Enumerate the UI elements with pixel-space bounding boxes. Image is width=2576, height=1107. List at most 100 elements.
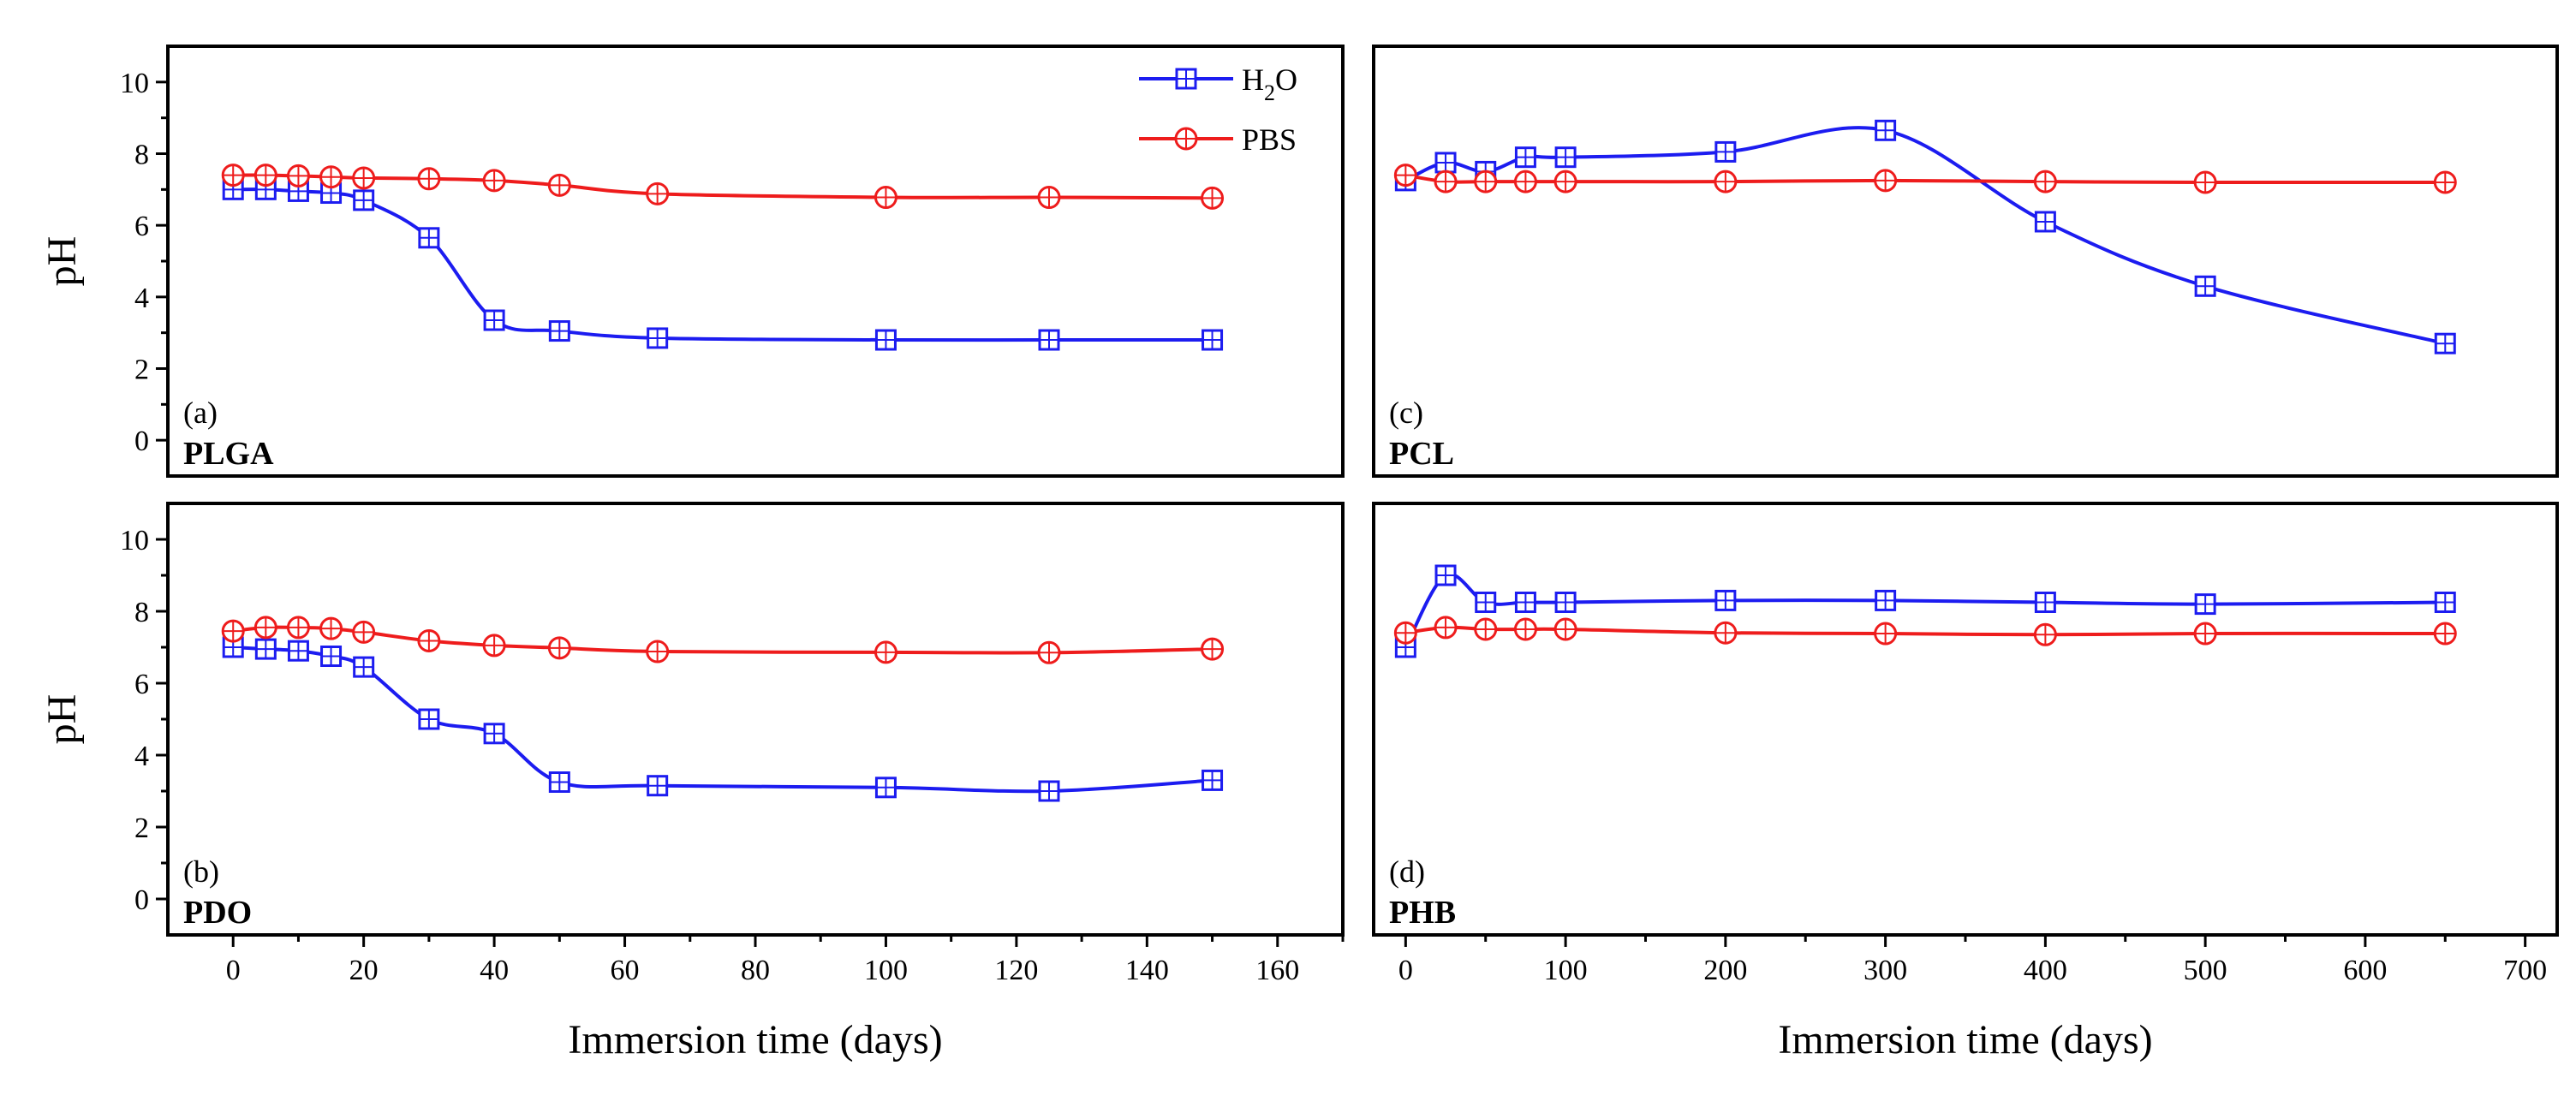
data-point (647, 775, 669, 797)
series-h2o (222, 636, 1224, 802)
legend-label-main: H (1242, 62, 1264, 97)
data-point (1514, 592, 1536, 613)
plot-frame (166, 45, 1345, 478)
series-line (233, 646, 1213, 794)
data-point (1434, 152, 1457, 174)
data-point (418, 227, 440, 249)
data-point (646, 182, 670, 205)
panel-material-name: PHB (1389, 895, 1456, 931)
data-point (1514, 146, 1536, 169)
legend-label-main: PBS (1242, 122, 1297, 157)
x-tick-label: 80 (741, 955, 770, 986)
data-point (1201, 186, 1225, 210)
data-point (221, 164, 245, 187)
data-point (1037, 186, 1061, 210)
series-pbs (221, 616, 1225, 664)
panel-material-name: PCL (1389, 436, 1454, 472)
legend-marker (1174, 127, 1198, 151)
data-point (320, 646, 343, 667)
data-point (1714, 140, 1737, 163)
panel-material-name: PDO (183, 895, 252, 931)
x-tick-label: 140 (1125, 955, 1169, 986)
data-point (1474, 617, 1498, 641)
series-line (233, 173, 1213, 200)
x-axis-title: Immersion time (days) (568, 1017, 942, 1062)
data-point (2034, 592, 2056, 613)
data-point (352, 166, 376, 190)
data-point (547, 636, 571, 660)
x-tick-label: 700 (2503, 955, 2547, 986)
data-point (1202, 329, 1224, 351)
x-axis-title: Immersion time (days) (1778, 1017, 2152, 1062)
data-point (418, 708, 440, 730)
series-h2o (1394, 119, 2456, 354)
legend: H2O PBS (1139, 62, 1297, 157)
x-tick-label: 100 (1544, 955, 1588, 986)
data-point (352, 620, 376, 644)
data-point (1554, 146, 1577, 169)
data-point (646, 640, 670, 664)
y-tick-label: 8 (134, 140, 149, 171)
y-tick-label: 2 (134, 812, 149, 844)
chart-panel-pcl: (c) PCL (1372, 45, 2559, 478)
y-tick-label: 0 (134, 884, 149, 916)
y-tick-label: 0 (134, 426, 149, 457)
data-point (253, 616, 277, 640)
series-pbs (1393, 616, 2457, 646)
data-point (1434, 170, 1458, 193)
data-point (1553, 617, 1577, 641)
data-point (1875, 589, 1897, 611)
x-tick-label: 500 (2184, 955, 2227, 986)
panel-letter: (c) (1389, 396, 1423, 430)
data-point (1513, 170, 1537, 193)
data-point (319, 165, 343, 189)
chart-panel-pdo: 0 2 4 6 8 10 pH 0 20 40 60 80 100 120 140 160 Immersion … (39, 502, 1345, 1062)
data-point (1714, 170, 1738, 193)
legend-label: PBS (1242, 122, 1297, 157)
data-point (1875, 119, 1897, 141)
data-point (483, 723, 505, 745)
data-point (874, 640, 897, 664)
data-point (1202, 769, 1224, 791)
data-point (221, 619, 245, 643)
data-point (1874, 622, 1898, 646)
data-point (1393, 621, 1417, 645)
plot-frame (1372, 45, 2559, 478)
data-point (874, 777, 897, 799)
y-tick-label: 6 (134, 211, 149, 242)
legend-label-subscript: 2 (1264, 80, 1275, 105)
data-point (874, 329, 897, 351)
data-point (1554, 592, 1577, 613)
data-point (1201, 637, 1225, 661)
x-tick-label: 200 (1703, 955, 1747, 986)
data-point (1553, 170, 1577, 193)
data-point (417, 628, 441, 652)
x-tick-label: 120 (994, 955, 1038, 986)
x-tick-label: 0 (226, 955, 241, 986)
data-point (2033, 622, 2057, 646)
data-point (2434, 592, 2456, 613)
y-tick-label: 4 (134, 741, 149, 772)
data-point (287, 640, 309, 662)
data-point (482, 634, 506, 658)
data-point (1038, 780, 1060, 802)
y-axis-title: pH (39, 694, 85, 745)
series-h2o (1394, 564, 2456, 658)
plot-frame (1372, 502, 2559, 937)
panel-letter: (b) (183, 854, 219, 889)
data-point (1434, 564, 1457, 586)
series-pbs (1393, 164, 2457, 194)
data-point (286, 164, 310, 187)
y-tick-label: 4 (134, 283, 149, 314)
series-h2o (222, 178, 1224, 351)
data-point (2034, 211, 2056, 233)
data-point (417, 167, 441, 191)
data-point (353, 656, 375, 678)
panel-letter: (a) (183, 396, 218, 430)
data-point (1475, 592, 1497, 613)
data-point (1474, 170, 1498, 193)
x-tick-label: 100 (864, 955, 908, 986)
x-tick-label: 60 (611, 955, 640, 986)
data-point (1037, 640, 1061, 664)
